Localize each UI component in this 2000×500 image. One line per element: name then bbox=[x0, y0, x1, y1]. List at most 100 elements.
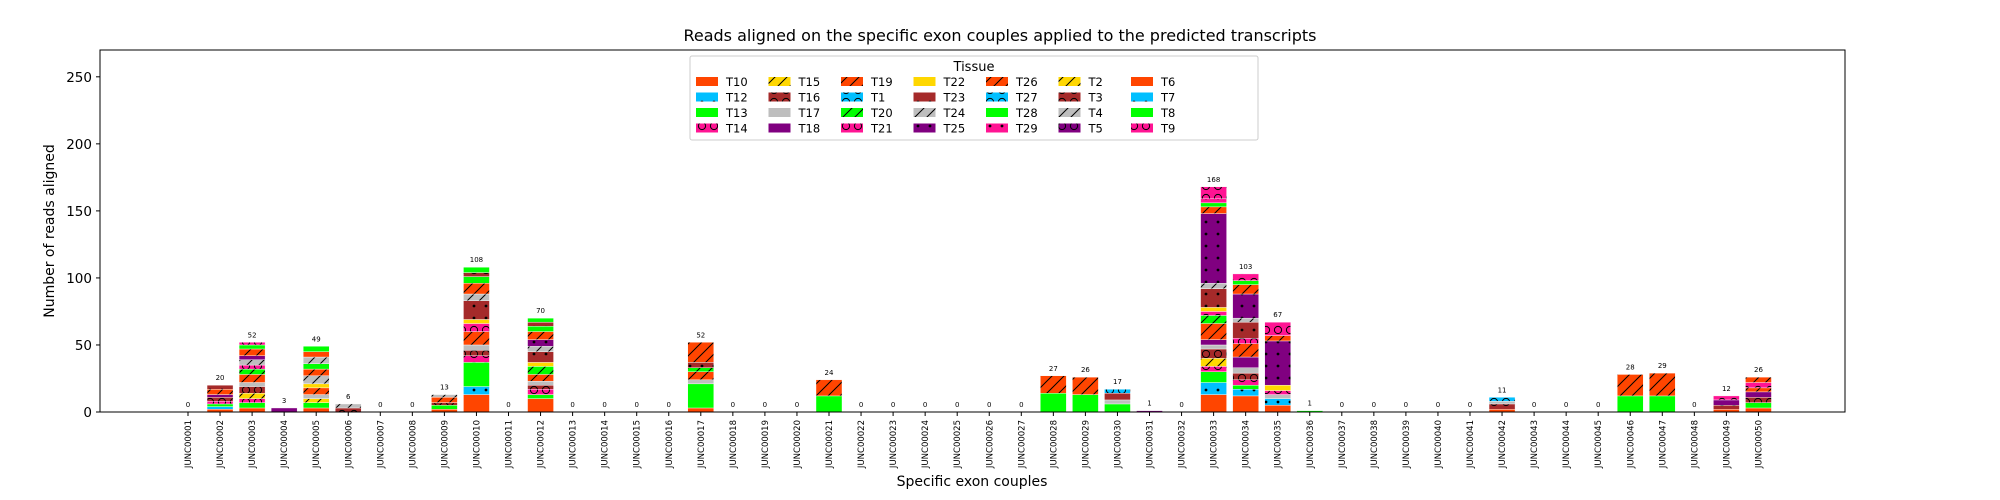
bar-segment bbox=[1264, 390, 1291, 395]
bar-segment bbox=[463, 362, 490, 387]
bar-total-label: 0 bbox=[1404, 401, 1408, 409]
legend-label: T22 bbox=[943, 75, 966, 89]
legend-label: T10 bbox=[725, 75, 748, 89]
x-tick-label: JUNC00028 bbox=[1049, 420, 1059, 469]
x-axis-title: Specific exon couples bbox=[897, 474, 1048, 490]
bar-segment bbox=[1200, 206, 1227, 214]
bar-segment bbox=[815, 379, 843, 397]
bar-total-label: 49 bbox=[312, 335, 321, 343]
bar-segment bbox=[238, 393, 266, 399]
bar-segment bbox=[238, 359, 266, 366]
bar-segment bbox=[1745, 387, 1772, 393]
bar-segment bbox=[1200, 382, 1227, 395]
bar-segment bbox=[1232, 356, 1259, 368]
bar-total-label: 3 bbox=[282, 397, 286, 405]
bar-segment bbox=[1264, 335, 1291, 342]
bar-total-label: 168 bbox=[1207, 176, 1220, 184]
bar-total-label: 0 bbox=[186, 401, 190, 409]
bar-segment bbox=[270, 407, 298, 413]
bar-segment bbox=[687, 383, 714, 409]
x-tick-label: JUNC00048 bbox=[1690, 420, 1700, 469]
bar-segment bbox=[238, 344, 266, 350]
bar-segment bbox=[1264, 405, 1291, 413]
bar-segment bbox=[463, 344, 490, 351]
bar-segment bbox=[463, 394, 490, 413]
bar-segment bbox=[527, 374, 554, 382]
bar-segment bbox=[527, 321, 554, 327]
bar-total-label: 67 bbox=[1273, 311, 1282, 319]
bar-segment bbox=[463, 293, 490, 301]
legend-label: T21 bbox=[870, 122, 893, 136]
bar-segment bbox=[1713, 405, 1740, 410]
bar-segment bbox=[463, 272, 490, 277]
legend-swatch bbox=[913, 92, 936, 102]
x-tick-label: JUNC00025 bbox=[953, 420, 963, 469]
bar-segment bbox=[463, 350, 490, 356]
bar-total-label: 17 bbox=[1113, 378, 1122, 386]
bar-segment bbox=[1232, 379, 1259, 386]
bar-segment bbox=[527, 380, 554, 386]
bar-total-label: 103 bbox=[1239, 263, 1252, 271]
legend-label: T3 bbox=[1088, 91, 1103, 105]
legend-swatch bbox=[696, 108, 718, 117]
legend-label: T23 bbox=[943, 91, 966, 105]
legend-title: Tissue bbox=[953, 60, 995, 75]
y-tick-label: 200 bbox=[66, 137, 92, 153]
bar-total-label: 52 bbox=[248, 331, 257, 339]
bar-segment bbox=[463, 386, 490, 395]
bar-total-label: 20 bbox=[216, 374, 225, 382]
bar-total-label: 0 bbox=[1468, 401, 1472, 409]
bar-segment bbox=[463, 319, 490, 324]
legend-label: T9 bbox=[1160, 122, 1175, 136]
bar-total-label: 1 bbox=[1147, 400, 1151, 408]
legend-swatch bbox=[986, 108, 1008, 117]
legend-swatch bbox=[986, 77, 1008, 86]
bar-segment bbox=[1488, 403, 1516, 410]
bar-total-label: 0 bbox=[1436, 401, 1440, 409]
legend-swatch bbox=[1131, 92, 1153, 102]
x-tick-label: JUNC00020 bbox=[793, 420, 803, 469]
legend-label: T18 bbox=[798, 122, 821, 136]
bar-segment bbox=[1264, 384, 1291, 391]
legend-label: T15 bbox=[798, 75, 821, 89]
bar-segment bbox=[527, 325, 554, 332]
bar-segment bbox=[238, 355, 266, 360]
x-tick-label: JUNC00034 bbox=[1242, 420, 1252, 469]
bar-total-label: 0 bbox=[410, 401, 414, 409]
bar-segment bbox=[687, 371, 714, 381]
bar-segment bbox=[335, 407, 362, 413]
bar-segment bbox=[1232, 389, 1259, 397]
bar-segment bbox=[463, 283, 490, 295]
x-tick-label: JUNC00036 bbox=[1306, 420, 1316, 469]
bar-segment bbox=[1232, 293, 1259, 319]
bar-segment bbox=[431, 405, 458, 410]
x-tick-label: JUNC00016 bbox=[665, 420, 675, 469]
x-tick-label: JUNC00030 bbox=[1113, 420, 1123, 469]
bar-segment bbox=[1745, 382, 1772, 389]
bar-segment bbox=[1232, 395, 1259, 413]
legend-label: T20 bbox=[870, 106, 893, 120]
bar-segment bbox=[1264, 321, 1291, 336]
legend-swatch bbox=[768, 123, 791, 133]
bar-segment bbox=[238, 386, 266, 394]
bar-segment bbox=[1200, 186, 1227, 200]
bar-segment bbox=[238, 342, 266, 346]
bar-total-label: 0 bbox=[891, 401, 895, 409]
bar-total-label: 0 bbox=[731, 401, 735, 409]
bar-segment bbox=[1264, 340, 1291, 386]
bar-segment bbox=[238, 364, 266, 370]
bar-segment bbox=[1200, 348, 1227, 359]
bar-segment bbox=[1200, 283, 1227, 289]
bar-segment bbox=[527, 346, 554, 352]
bar-total-label: 0 bbox=[795, 401, 799, 409]
bar-total-label: 27 bbox=[1049, 365, 1058, 373]
legend-label: T2 bbox=[1088, 75, 1103, 89]
bar-total-label: 11 bbox=[1498, 386, 1507, 394]
x-tick-label: JUNC00037 bbox=[1338, 420, 1348, 469]
bar-segment bbox=[463, 323, 490, 332]
bar-segment bbox=[206, 406, 234, 410]
x-tick-label: JUNC00039 bbox=[1402, 420, 1412, 469]
bar-total-label: 6 bbox=[346, 393, 351, 401]
